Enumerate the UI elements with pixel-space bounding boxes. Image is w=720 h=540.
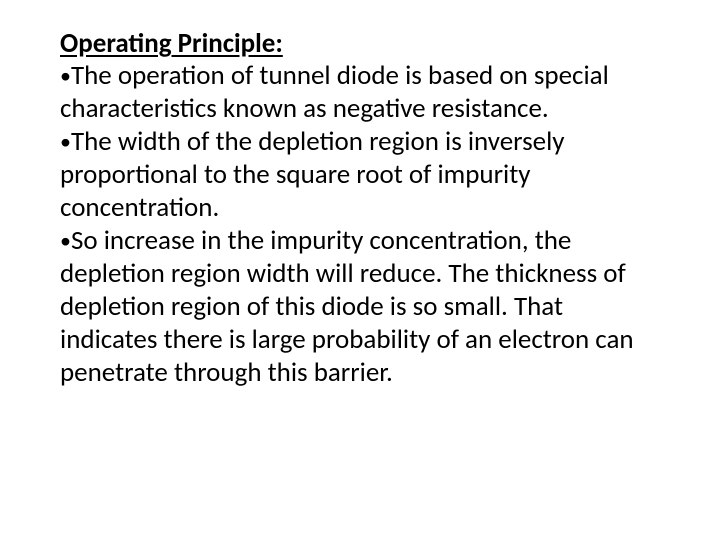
bullet-text: So increase in the impurity concentratio… [60, 224, 634, 389]
bullet-item: •The operation of tunnel diode is based … [60, 60, 660, 126]
bullet-item: •So increase in the impurity concentrati… [60, 225, 660, 390]
bullet-glyph: • [60, 128, 71, 155]
text-content-block: Operating Principle: •The operation of t… [60, 28, 660, 390]
bullet-glyph: • [60, 62, 71, 89]
slide-container: Operating Principle: •The operation of t… [0, 0, 720, 540]
bullet-glyph: • [60, 227, 71, 254]
bullet-text: The operation of tunnel diode is based o… [60, 59, 609, 125]
bullet-text: The width of the depletion region is inv… [60, 125, 565, 224]
bullet-item: •The width of the depletion region is in… [60, 126, 660, 225]
slide-heading: Operating Principle: [60, 27, 283, 60]
